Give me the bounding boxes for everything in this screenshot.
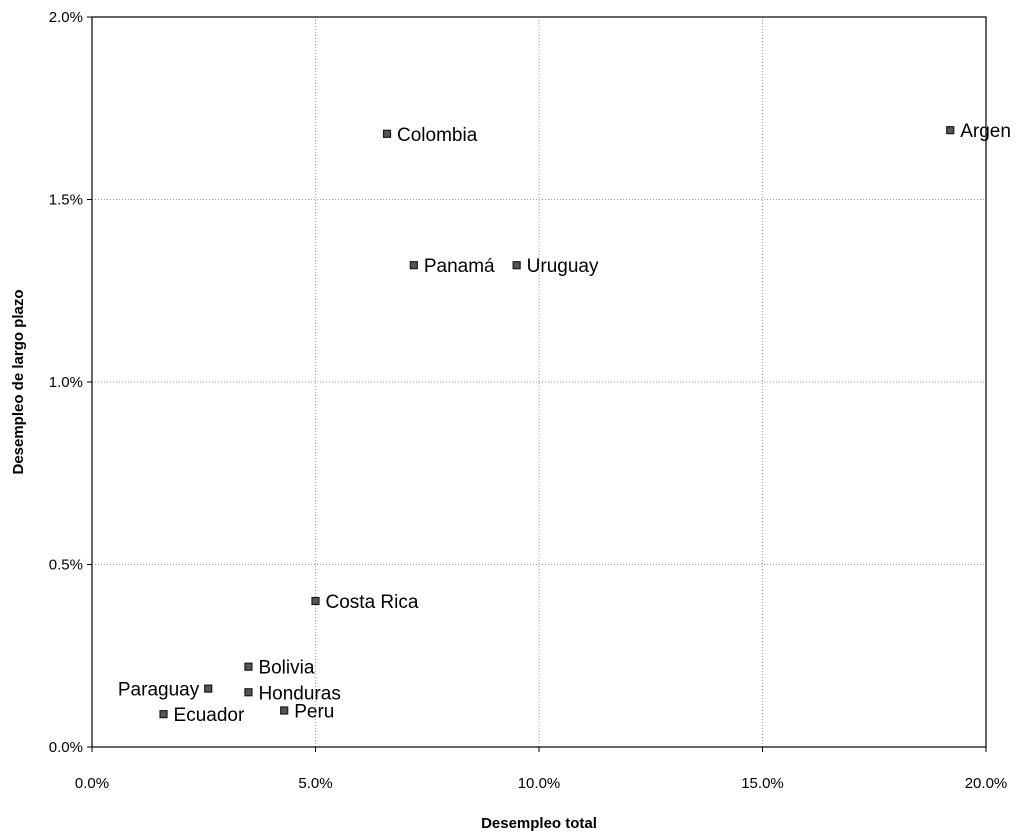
point-label: Bolivia	[258, 658, 314, 679]
data-point-costa-rica: Costa Rica	[311, 592, 419, 613]
point-label: Colombia	[397, 125, 478, 146]
x-tick-label: 20.0%	[965, 775, 1008, 792]
data-point-argentina: Argen	[946, 121, 1011, 142]
data-point-paraguay: Paraguay	[118, 680, 213, 701]
x-axis-title: Desempleo total	[481, 815, 597, 832]
data-point-panam-: Panamá	[409, 256, 495, 277]
y-tick-label: 2.0%	[49, 9, 83, 26]
x-tick-label: 15.0%	[741, 775, 784, 792]
point-label: Panamá	[424, 256, 495, 277]
point-marker	[382, 129, 392, 138]
point-marker	[946, 126, 955, 135]
point-marker	[311, 596, 320, 606]
data-point-peru: Peru	[280, 702, 334, 723]
data-point-colombia: Colombia	[382, 125, 478, 146]
x-axis: 0.0% 5.0% 10.0% 15.0% 20.0%	[75, 747, 1007, 792]
data-points: Colombia Argen Panamá Uruguay Costa Rica Boli…	[118, 121, 1011, 726]
x-tick-label: 0.0%	[75, 775, 109, 792]
y-tick-label: 0.0%	[49, 739, 83, 756]
point-marker	[244, 688, 253, 697]
y-tick-label: 0.5%	[49, 557, 83, 574]
x-tick-label: 5.0%	[298, 775, 332, 792]
y-axis-title: Desempleo de largo plazo	[10, 289, 27, 474]
data-point-bolivia: Bolivia	[244, 658, 315, 679]
point-marker	[244, 662, 253, 671]
point-marker	[280, 706, 289, 715]
point-marker	[204, 684, 213, 693]
y-tick-label: 1.0%	[49, 374, 83, 391]
point-label: Ecuador	[174, 705, 245, 726]
point-label: Paraguay	[118, 680, 200, 701]
data-point-honduras: Honduras	[244, 683, 341, 704]
y-axis: 0.0% 0.5% 1.0% 1.5% 2.0%	[49, 9, 92, 756]
data-point-ecuador: Ecuador	[159, 705, 245, 726]
point-marker	[159, 710, 168, 719]
point-label: Honduras	[258, 683, 340, 704]
point-label: Peru	[294, 702, 334, 723]
y-tick-label: 1.5%	[49, 192, 83, 209]
x-tick-label: 10.0%	[518, 775, 561, 792]
point-marker	[409, 261, 418, 270]
grid-lines	[92, 17, 986, 747]
data-point-uruguay: Uruguay	[512, 256, 599, 277]
point-marker	[512, 261, 521, 270]
point-label: Uruguay	[527, 256, 599, 277]
point-label: Costa Rica	[326, 592, 419, 613]
point-label: Argen	[960, 121, 1011, 142]
